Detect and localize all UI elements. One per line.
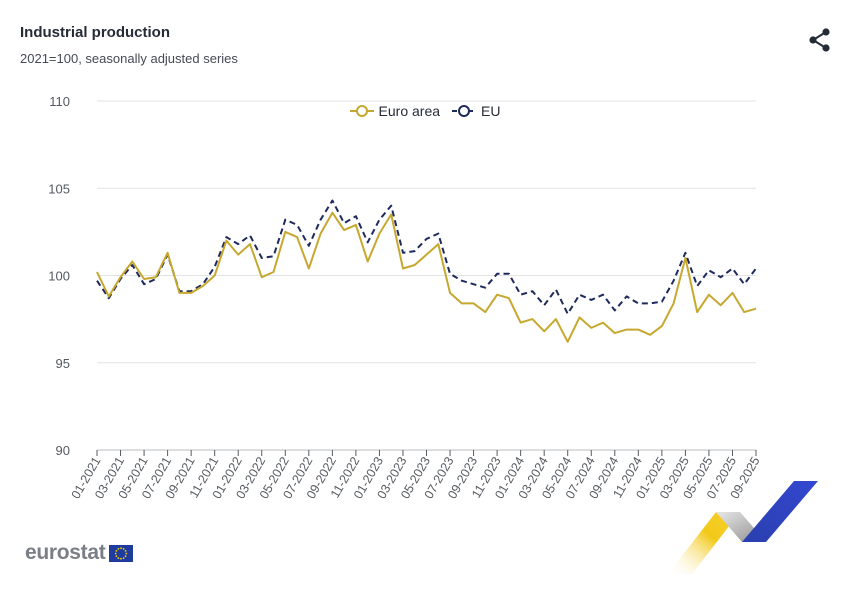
x-axis-ticks: 01-202103-202105-202107-202109-202111-20…	[69, 450, 763, 501]
y-tick-label: 100	[48, 269, 70, 284]
chart-subtitle: 2021=100, seasonally adjusted series	[20, 51, 238, 66]
y-axis-ticks: 90 95 100 105 110	[48, 94, 70, 458]
series-lines	[96, 199, 757, 343]
legend-marker-eu	[452, 105, 477, 117]
logo-text: eurostat	[25, 541, 106, 564]
legend-item-eu[interactable]: EU	[452, 103, 500, 119]
series-line-euro-area[interactable]	[96, 211, 757, 343]
y-tick-label: 110	[49, 94, 70, 109]
decorative-ribbon-graphic	[668, 481, 818, 574]
legend-marker-euro-area	[349, 105, 374, 117]
eu-flag-icon	[109, 544, 134, 562]
legend-item-euro-area[interactable]: Euro area	[349, 103, 441, 119]
eurostat-logo: eurostat	[25, 541, 134, 565]
chart-legend: Euro area EU	[0, 103, 850, 119]
chart-title: Industrial production	[20, 24, 170, 41]
y-tick-label: 90	[56, 443, 70, 458]
share-icon[interactable]	[806, 26, 834, 54]
grid-lines	[97, 100, 756, 451]
legend-label-euro-area: Euro area	[378, 103, 441, 119]
series-line-eu[interactable]	[96, 199, 757, 315]
y-tick-label: 95	[56, 356, 70, 371]
y-tick-label: 105	[48, 181, 70, 196]
legend-label-eu: EU	[481, 103, 501, 119]
